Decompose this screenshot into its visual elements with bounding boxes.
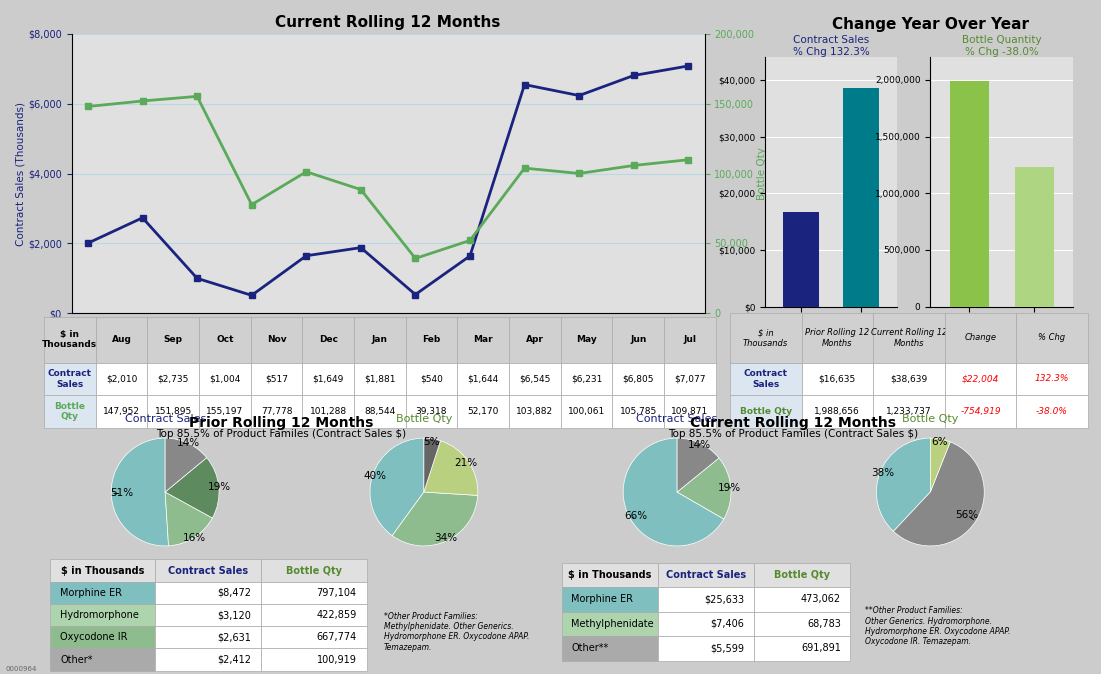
Wedge shape bbox=[677, 458, 731, 519]
Text: **Other Product Families:
Other Generics. Hydromorphone.
Hydromorphone ER. Oxyco: **Other Product Families: Other Generics… bbox=[864, 606, 1010, 646]
Title: Current Rolling 12 Months: Current Rolling 12 Months bbox=[275, 15, 501, 30]
Title: Bottle Quantity
% Chg -38.0%: Bottle Quantity % Chg -38.0% bbox=[962, 35, 1042, 57]
Wedge shape bbox=[370, 438, 424, 536]
Wedge shape bbox=[165, 438, 207, 492]
Text: 14%: 14% bbox=[177, 437, 200, 448]
Text: 51%: 51% bbox=[110, 489, 133, 498]
Wedge shape bbox=[165, 492, 212, 546]
Wedge shape bbox=[623, 438, 723, 546]
Wedge shape bbox=[876, 438, 930, 531]
Bar bbox=[1015, 167, 1054, 307]
Bar bbox=[783, 212, 819, 307]
Title: Contract Sales: Contract Sales bbox=[124, 414, 206, 424]
Wedge shape bbox=[677, 438, 719, 492]
Wedge shape bbox=[424, 438, 440, 492]
Title: Contract Sales
% Chg 132.3%: Contract Sales % Chg 132.3% bbox=[793, 35, 870, 57]
Text: *Other Product Families:
Methylphenidate. Other Generics.
Hydromorphone ER. Oxyc: *Other Product Families: Methylphenidate… bbox=[383, 611, 528, 652]
Y-axis label: Bottle Qty: Bottle Qty bbox=[757, 147, 767, 200]
Text: 0000964: 0000964 bbox=[6, 666, 36, 671]
Text: Current Rolling 12 Months: Current Rolling 12 Months bbox=[689, 416, 896, 430]
Text: 40%: 40% bbox=[364, 471, 386, 481]
Wedge shape bbox=[424, 441, 478, 495]
Text: 19%: 19% bbox=[208, 482, 231, 492]
Text: Prior Rolling 12 Months: Prior Rolling 12 Months bbox=[188, 416, 373, 430]
Title: Bottle Qty: Bottle Qty bbox=[902, 414, 959, 424]
Text: 21%: 21% bbox=[455, 458, 478, 468]
Wedge shape bbox=[893, 442, 984, 546]
Text: 66%: 66% bbox=[624, 511, 647, 521]
Text: Top 85.5% of Product Familes (Contract Sales $): Top 85.5% of Product Familes (Contract S… bbox=[667, 429, 918, 439]
Text: 56%: 56% bbox=[956, 510, 979, 520]
Text: Change Year Over Year: Change Year Over Year bbox=[832, 17, 1028, 32]
Title: Contract Sales: Contract Sales bbox=[636, 414, 718, 424]
Text: Top 85.5% of Product Familes (Contract Sales $): Top 85.5% of Product Familes (Contract S… bbox=[155, 429, 406, 439]
Wedge shape bbox=[111, 438, 168, 546]
Wedge shape bbox=[930, 438, 950, 492]
Text: 5%: 5% bbox=[424, 437, 440, 447]
Title: Bottle Qty: Bottle Qty bbox=[395, 414, 453, 424]
Text: 38%: 38% bbox=[871, 468, 894, 479]
Bar bbox=[950, 82, 989, 307]
Y-axis label: Contract Sales (Thousands): Contract Sales (Thousands) bbox=[15, 102, 25, 245]
Bar bbox=[843, 88, 880, 307]
Text: 19%: 19% bbox=[718, 483, 741, 493]
Wedge shape bbox=[392, 492, 478, 546]
Text: 14%: 14% bbox=[688, 439, 711, 450]
Text: 34%: 34% bbox=[434, 533, 457, 543]
Text: 6%: 6% bbox=[931, 437, 948, 447]
Text: 16%: 16% bbox=[183, 533, 206, 543]
Wedge shape bbox=[165, 458, 219, 518]
